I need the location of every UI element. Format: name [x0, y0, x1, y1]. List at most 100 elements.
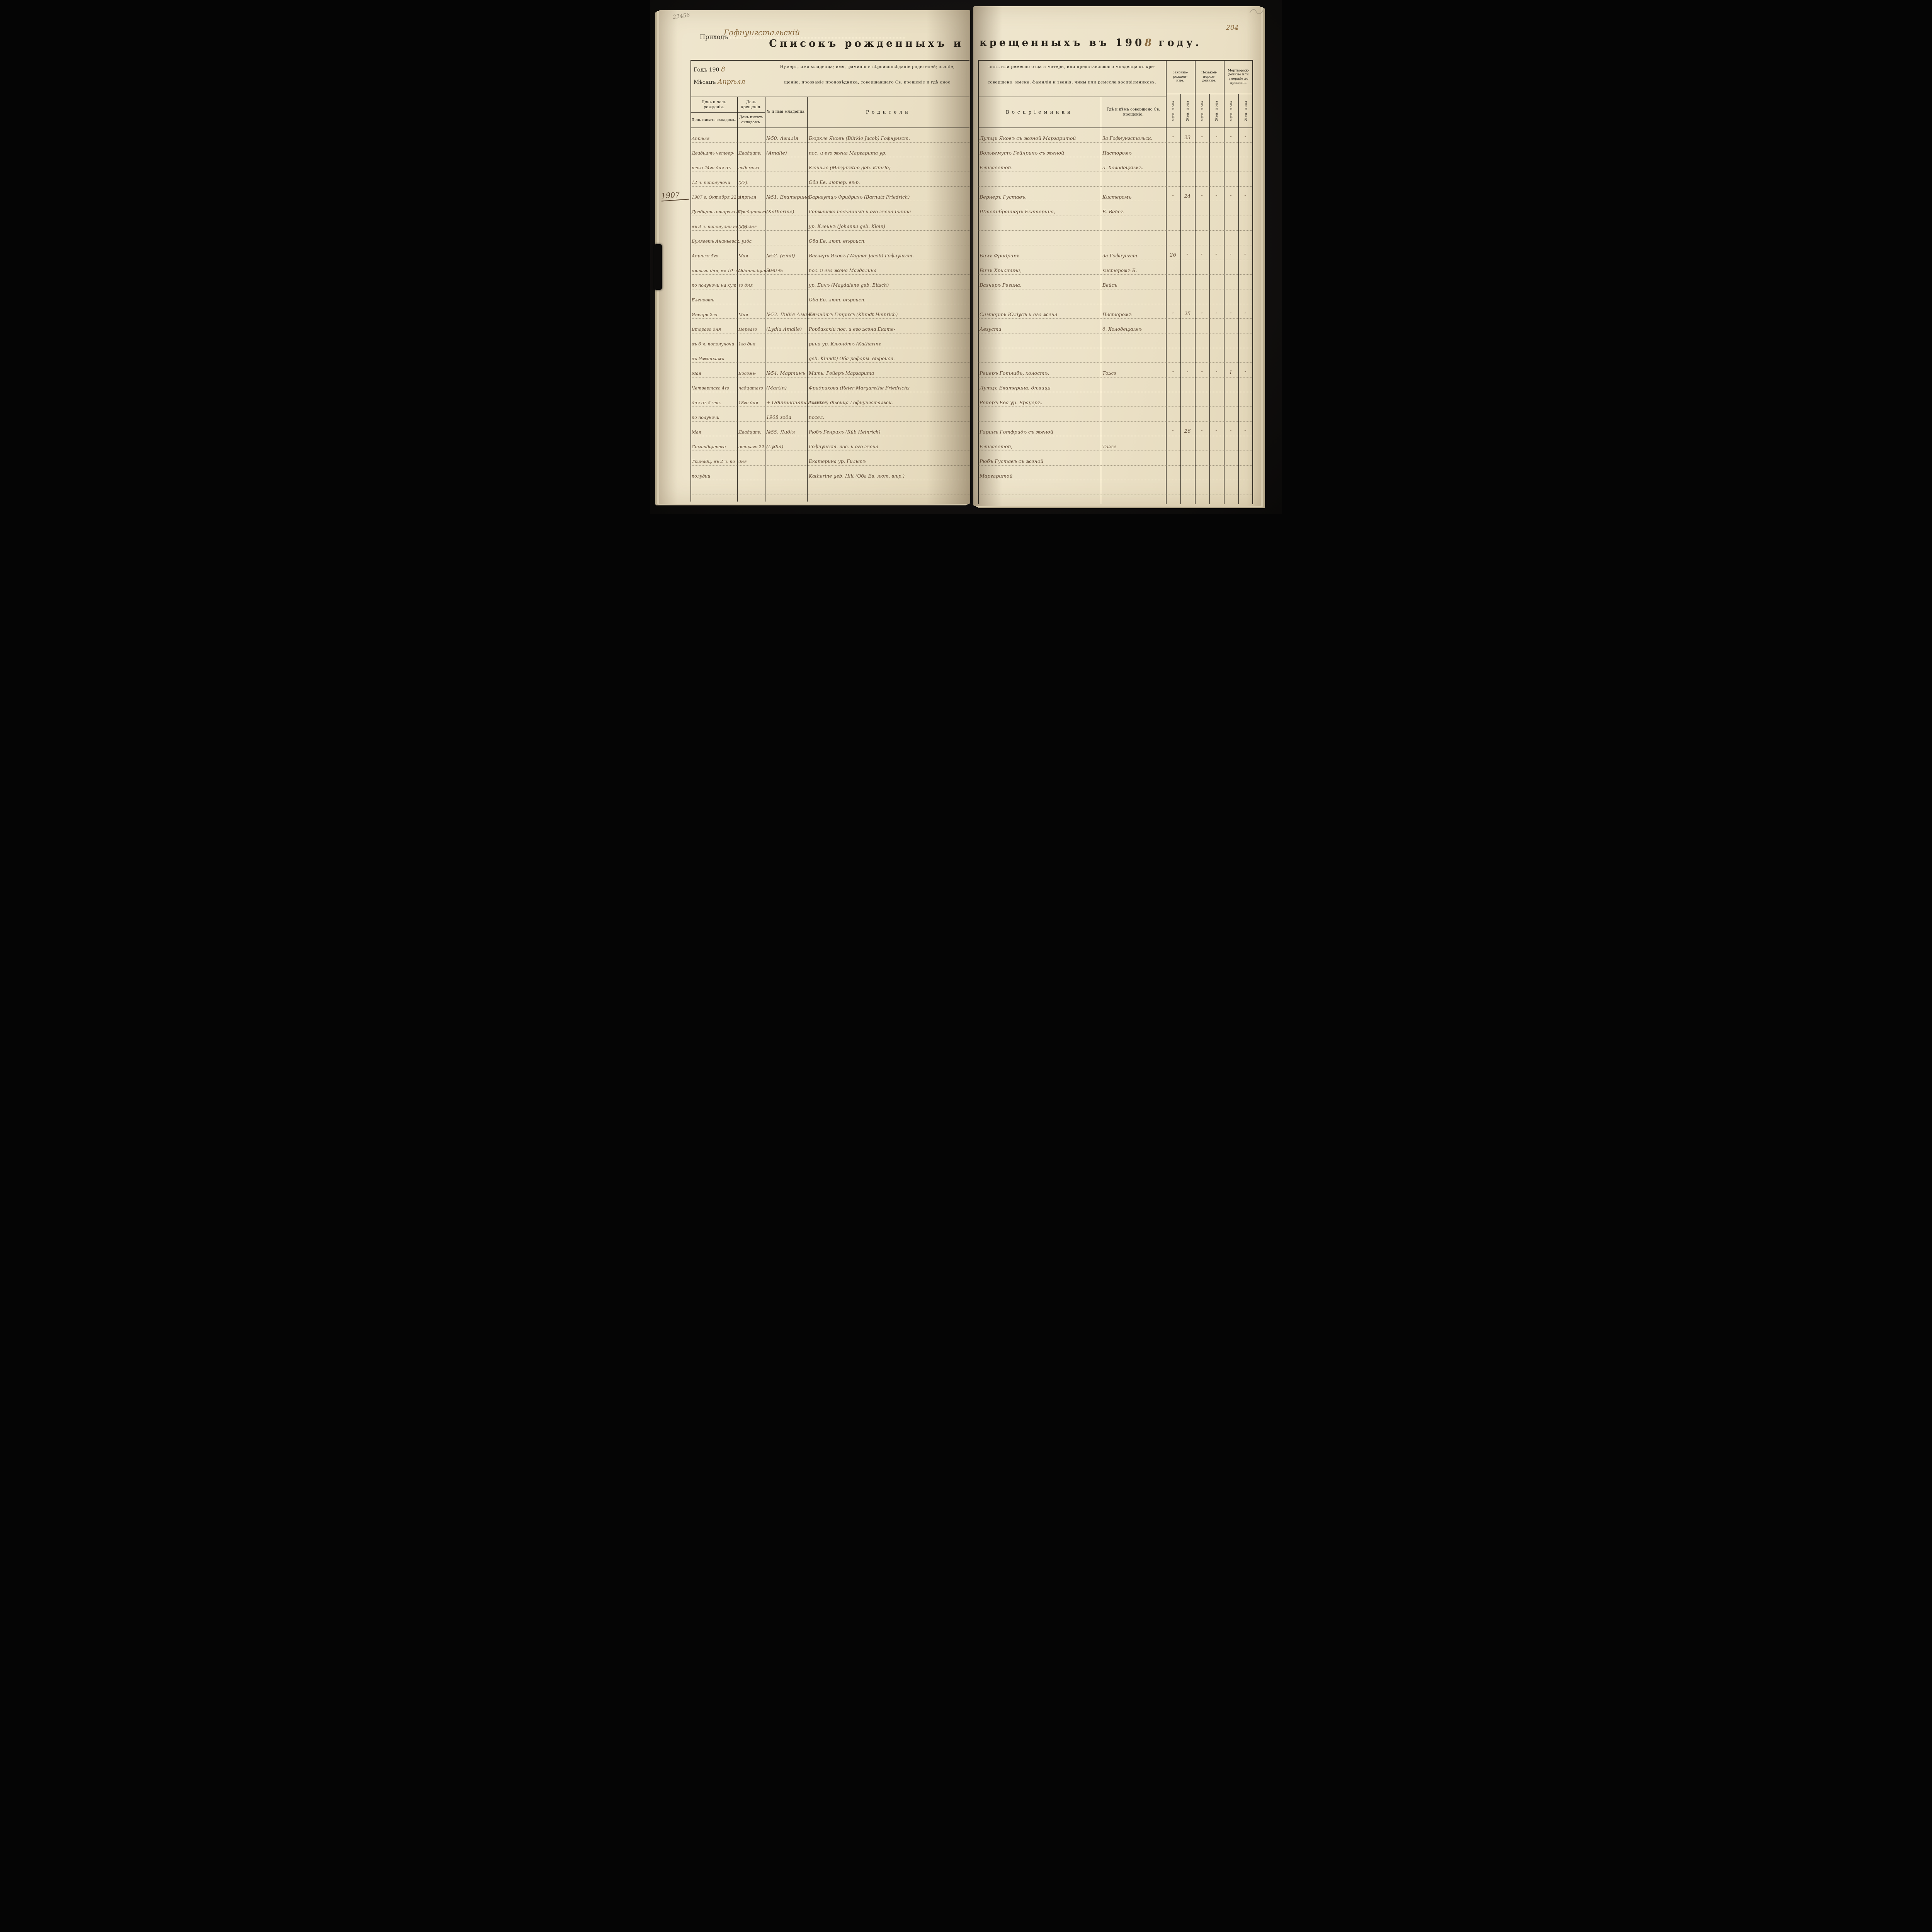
- page-left-gutter-shade: [659, 10, 970, 504]
- entry-parents-line: Мать: Рейеръ Маргарита: [809, 371, 874, 376]
- entry-parents-line: Рорбахскій пос. и его жена Екате-: [809, 327, 895, 332]
- table-vertical-line: [1180, 94, 1181, 504]
- entry-child-name-line: (Katherine): [766, 209, 794, 214]
- entry-tally-mark: ″: [1230, 253, 1232, 258]
- entry-parents-line: Оба Ев. лютер. вѣр.: [809, 180, 860, 185]
- entry-baptism-date: Мая Одиннадцата-го дня: [738, 245, 772, 289]
- dotted-rule-line: [978, 274, 1252, 275]
- entry-baptism-date: Мая Перваго 1го дня: [738, 304, 769, 348]
- entry-baptism-date-line: Тридцатаго: [738, 209, 766, 214]
- month-label: Мѣсяцъ: [694, 79, 716, 86]
- entry-baptism-date: Двадцать седьмого (27).: [738, 128, 769, 186]
- entry-child-name-line: №51. Екатерина: [766, 194, 809, 200]
- entry-birth-date-line: Втораго дня: [692, 327, 721, 332]
- entry-parents-line: рина ур. Клюндтъ (Katharine: [809, 341, 881, 347]
- entry-birth-date: Апрѣля Двадцать четвер-таго 24го дня въ 12…: [692, 128, 738, 186]
- entry-tally-mark: ″: [1172, 371, 1174, 376]
- column-header-number-name: № и имя младенца.: [767, 110, 806, 114]
- entry-child-name-line: 1908 года: [766, 414, 792, 420]
- column-header-baptism-day: День крещенія.: [741, 100, 762, 110]
- entry-tally-mark: ″: [1230, 136, 1232, 141]
- entry-tally-mark: ″: [1172, 136, 1174, 141]
- entry-birth-date-line: полудни: [692, 474, 711, 479]
- parish-label: Приходъ: [700, 33, 728, 41]
- dotted-rule-line: [978, 142, 1252, 143]
- entry-parents-line: Katherine geb. Hilt (Оба Ев. лют. вѣр.): [809, 473, 905, 479]
- entry-birth-date: Апрѣля 5го пятаго дня, въ 10 час. по полун…: [692, 245, 743, 304]
- entry-where-baptized-line: д. Холодецкимъ: [1102, 327, 1142, 332]
- entry-where-baptized-line: д. Холодецкимъ.: [1102, 165, 1143, 170]
- column-header-where-baptized: Гдѣ и кѣмъ совершено Св. крещеніе.: [1106, 107, 1160, 117]
- register-entries: Апрѣля Двадцать четвер-таго 24го дня въ 12…: [650, 0, 1282, 514]
- entry-child-name-line: + Одиннадцатаго іюля: [766, 400, 827, 405]
- entry-birth-date-line: Буляевкѣ Ананьевск. узда: [692, 239, 752, 244]
- description-left-line1: Нумеръ, имя младенца; имя, фамилія и вѣр…: [780, 65, 955, 69]
- entry-birth-date-line: Января 2го: [692, 312, 718, 317]
- entry-baptism-date-line: седьмого: [738, 165, 759, 170]
- dotted-rule-line: [978, 465, 1252, 466]
- entry-sponsors-line: Августа: [980, 326, 1002, 332]
- entry-baptism-date-line: Мая: [738, 253, 748, 259]
- entry-tally-mark: ″: [1230, 429, 1232, 434]
- entry-birth-date: 1907 г. Октября 22го Двадцать втораго дня…: [692, 186, 752, 245]
- entry-baptism-date-line: го дня: [738, 283, 753, 288]
- column-header-birth-day: День и часъ рожденія.: [701, 100, 726, 110]
- dotted-rule-line: [690, 142, 969, 143]
- entry-tally-mark: ″: [1244, 371, 1246, 376]
- entry-child-name-line: (Lydia Amalie): [766, 326, 802, 332]
- entry-baptism-date-line: Двадцать: [738, 151, 762, 156]
- description-right-line2: совершено; имена, фамиліи и званія, чины…: [987, 80, 1156, 85]
- page-right: [973, 6, 1261, 506]
- entry-parents: Барнгутцъ Фридрихъ (Barnutz Friedrich) Ге…: [809, 186, 969, 245]
- table-horizontal-line: [690, 60, 969, 61]
- entry-tally-mark: ″: [1244, 253, 1246, 258]
- column-header-parents: Родители: [866, 109, 911, 115]
- entry-parents-line: посел.: [809, 415, 825, 420]
- description-right-line1: чинъ или ремесло отца и матери, или пред…: [988, 65, 1156, 69]
- entry-birth-date-line: Двадцать четвер-: [692, 151, 735, 156]
- title-year-digit: 8: [1145, 37, 1153, 49]
- entry-tally-mark: ″: [1201, 136, 1203, 141]
- year-digit-handwritten: 8: [721, 66, 725, 73]
- entry-child-name-line: №52. (Emil): [766, 253, 795, 259]
- entry-birth-date: Мая Семнадцатаго Тринадц. въ 2 ч. по полудн…: [692, 421, 738, 480]
- entry-birth-date-line: дня въ 5 час.: [692, 400, 721, 405]
- entry-where-baptized-line: Кистеромъ: [1102, 194, 1132, 200]
- dotted-rule-line: [978, 377, 1252, 378]
- dotted-rule-line: [978, 186, 1252, 187]
- entry-tally-mark: ″: [1215, 312, 1217, 317]
- description-left-line2: щенію; прозваніе проповѣдника, совершавш…: [784, 80, 951, 85]
- entry-parents-line: Барнгутцъ Фридрихъ (Barnutz Friedrich): [809, 194, 910, 200]
- entry-sponsors-line: Вольгемутъ Гейнрихъ съ женой: [980, 150, 1065, 156]
- entry-tally-mark: ″: [1215, 429, 1217, 434]
- entry-tally-mark: ″: [1201, 194, 1203, 199]
- dotted-rule-line: [978, 230, 1252, 231]
- entry-child-name-line: №53. Лидія Амалія: [766, 311, 815, 317]
- entry-tally-mark: ″: [1172, 194, 1174, 199]
- entry-birth-date-line: Еленовкѣ: [692, 298, 714, 303]
- entry-child-name: №50. Амалія (Amalie): [766, 128, 809, 157]
- parish-name: Гофнунгстальскій: [724, 28, 905, 38]
- entry-where-baptized: Пасторомъ д. Холодецкимъ: [1102, 304, 1165, 333]
- entry-tally-mark: ″: [1230, 312, 1232, 317]
- entry-birth-date: Мая Четвертаго 4го дня въ 5 час. по полуноч…: [692, 362, 738, 421]
- entry-child-name-line: (Amalie): [766, 150, 787, 156]
- entry-baptism-date-line: Апрѣля: [738, 195, 757, 200]
- entry-tally-mark: ″: [1215, 371, 1217, 376]
- dotted-rule-line: [690, 406, 969, 407]
- entry-child-name-line: №54. Мартинъ: [766, 370, 805, 376]
- dotted-rule-line: [978, 406, 1252, 407]
- entry-parents-line: Екатерина ур. Гильтъ: [809, 459, 866, 464]
- entry-birth-date-line: Семнадцатаго: [692, 444, 726, 449]
- entry-birth-date-line: Тринадц. въ 2 ч. по: [692, 459, 735, 464]
- entry-child-name: №55. Лидія (Lydia): [766, 421, 809, 451]
- entry-tally-mark: 24: [1184, 194, 1191, 199]
- entry-baptism-date: Восемь-надцатаго 18го дня: [738, 362, 769, 406]
- table-vertical-line: [1252, 60, 1253, 504]
- entry-where-baptized: Тоже: [1102, 421, 1165, 451]
- dotted-rule-line: [690, 186, 969, 187]
- entry-birth-date: Января 2го Втораго дня въ 6 ч. пополуночи в…: [692, 304, 738, 362]
- register-title-right: крещенныхъ въ 1908 году.: [980, 37, 1202, 49]
- entry-tally-mark: ″: [1187, 253, 1189, 258]
- entry-parents-line: Рюбъ Генрихъ (Rüb Heinrich): [809, 429, 881, 435]
